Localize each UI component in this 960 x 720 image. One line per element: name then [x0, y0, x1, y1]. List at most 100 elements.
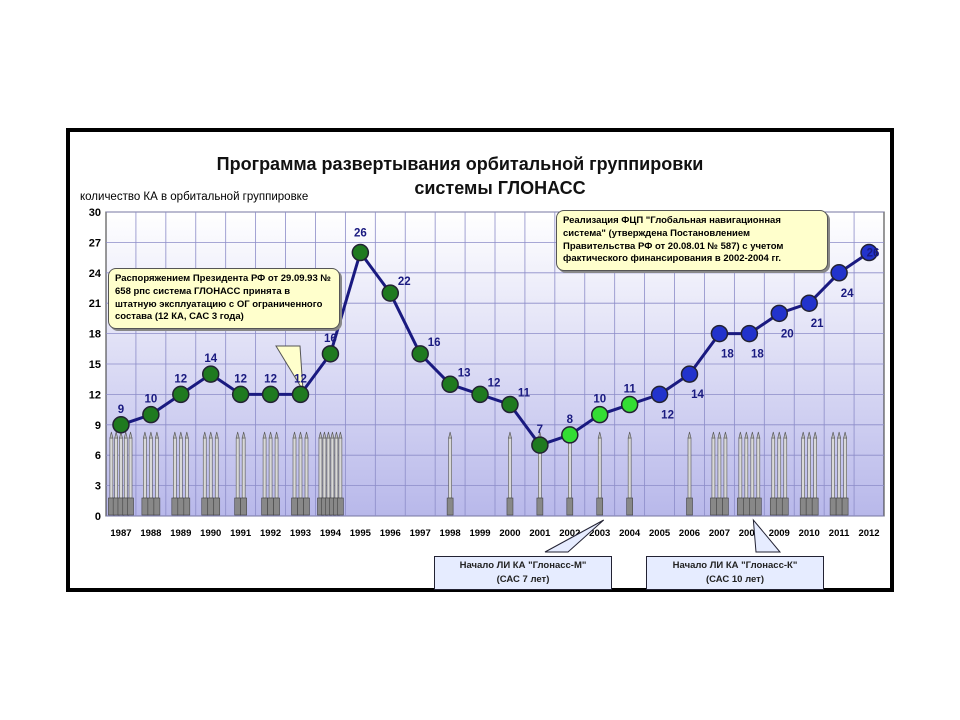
- data-label: 11: [518, 388, 531, 400]
- rocket-icon: [626, 431, 633, 516]
- data-label: 26: [867, 248, 880, 260]
- data-point: [381, 284, 400, 302]
- y-tick-label: 30: [89, 207, 101, 219]
- data-point: [112, 416, 130, 434]
- chart-frame: Программа развертывания орбитальной груп…: [66, 128, 894, 592]
- x-tick-label: 1991: [230, 528, 252, 539]
- data-label: 9: [118, 404, 124, 416]
- y-tick-label: 27: [89, 237, 101, 249]
- glonass-k-start-box: Начало ЛИ КА "Глонасс-К" (САС 10 лет): [646, 556, 824, 590]
- data-label: 14: [691, 389, 704, 401]
- rocket-icon: [291, 431, 298, 516]
- rocket-icon: [267, 431, 274, 516]
- data-point: [680, 365, 699, 383]
- data-label: 18: [721, 349, 734, 361]
- y-tick-label: 18: [89, 329, 101, 341]
- rocket-icon: [325, 431, 332, 516]
- data-point: [231, 385, 250, 404]
- rocket-icon: [755, 431, 762, 516]
- box-pointer: [752, 518, 782, 553]
- x-tick-label: 2008: [739, 528, 760, 539]
- rocket-icon: [183, 431, 191, 516]
- x-tick-label: 1995: [350, 528, 372, 539]
- chart-title-line2: системы ГЛОНАСС: [414, 178, 586, 198]
- x-tick-label: 2001: [529, 528, 551, 539]
- x-tick-label: 1998: [440, 528, 461, 539]
- data-label: 22: [398, 276, 411, 288]
- data-point: [770, 304, 789, 323]
- data-label: 24: [841, 288, 854, 300]
- x-tick-label: 2012: [858, 528, 879, 539]
- x-tick-label: 2005: [649, 528, 671, 539]
- x-tick-label: 2000: [499, 528, 520, 539]
- rocket-icon: [716, 431, 723, 516]
- data-label: 21: [811, 318, 824, 330]
- data-label: 10: [593, 394, 606, 406]
- y-tick-label: 24: [89, 268, 102, 280]
- data-point: [650, 385, 669, 404]
- data-point: [830, 264, 848, 282]
- data-label: 16: [428, 337, 441, 349]
- data-label: 26: [354, 228, 367, 240]
- rocket-icon: [240, 431, 247, 516]
- x-tick-label: 1999: [469, 528, 490, 539]
- glonass-m-start-label: Начало ЛИ КА "Глонасс-М": [459, 560, 587, 571]
- data-label: 12: [174, 373, 187, 385]
- data-point: [740, 324, 759, 343]
- x-tick-label: 2011: [829, 528, 850, 539]
- x-tick-label: 1989: [170, 528, 191, 539]
- data-point: [860, 243, 878, 262]
- data-label: 12: [488, 377, 501, 389]
- chart-title-line1: Программа развертывания орбитальной груп…: [216, 154, 704, 174]
- data-point: [411, 345, 429, 363]
- rocket-icon: [737, 431, 744, 516]
- rocket-icon: [117, 431, 125, 516]
- y-axis-label: количество КА в орбитальной группировке: [80, 191, 309, 203]
- x-tick-label: 2007: [709, 528, 730, 539]
- x-tick-label: 1994: [320, 528, 342, 539]
- x-tick-label: 1990: [200, 528, 221, 539]
- rocket-icon: [781, 431, 789, 516]
- glonass-k-life-label: (САС 10 лет): [705, 573, 764, 585]
- rocket-icon: [261, 431, 268, 516]
- rocket-icon: [177, 431, 185, 516]
- data-point: [142, 405, 160, 424]
- x-tick-label: 2006: [679, 528, 700, 539]
- data-point: [201, 365, 220, 383]
- x-tick-label: 1993: [290, 528, 311, 539]
- glonass-m-start-box: Начало ЛИ КА "Глонасс-М" (САС 7 лет): [434, 556, 612, 590]
- fcp-program-callout: Реализация ФЦП "Глобальная навигационная…: [556, 210, 828, 272]
- rocket-icon: [321, 431, 328, 516]
- y-tick-label: 0: [95, 511, 101, 523]
- rocket-icon: [743, 431, 750, 516]
- data-label: 11: [624, 384, 637, 396]
- data-point: [710, 324, 729, 343]
- x-tick-label: 1996: [380, 528, 401, 539]
- box-pointer: [544, 519, 605, 553]
- rocket-icon: [303, 431, 310, 516]
- data-point: [501, 395, 519, 414]
- x-tick-label: 2009: [769, 528, 790, 539]
- data-label: 18: [751, 349, 764, 361]
- rocket-icon: [722, 431, 729, 516]
- data-label: 16: [324, 333, 337, 345]
- x-tick-label: 2004: [619, 528, 641, 539]
- rocket-icon: [108, 431, 115, 516]
- data-label: 12: [661, 409, 674, 421]
- rocket-icon: [273, 431, 280, 516]
- rocket-icon: [841, 431, 849, 516]
- x-tick-label: 2002: [559, 528, 580, 539]
- data-label: 12: [294, 373, 307, 385]
- rocket-icon: [153, 431, 161, 516]
- data-point: [471, 385, 489, 404]
- rocket-icon: [596, 431, 604, 516]
- data-point: [531, 436, 549, 454]
- rocket-icon: [446, 431, 454, 516]
- rocket-icon: [333, 431, 340, 516]
- data-point: [441, 375, 459, 394]
- data-label: 14: [204, 353, 217, 365]
- data-point: [261, 385, 280, 404]
- data-point: [561, 426, 579, 444]
- rocket-icon: [775, 431, 783, 516]
- data-point: [800, 294, 818, 312]
